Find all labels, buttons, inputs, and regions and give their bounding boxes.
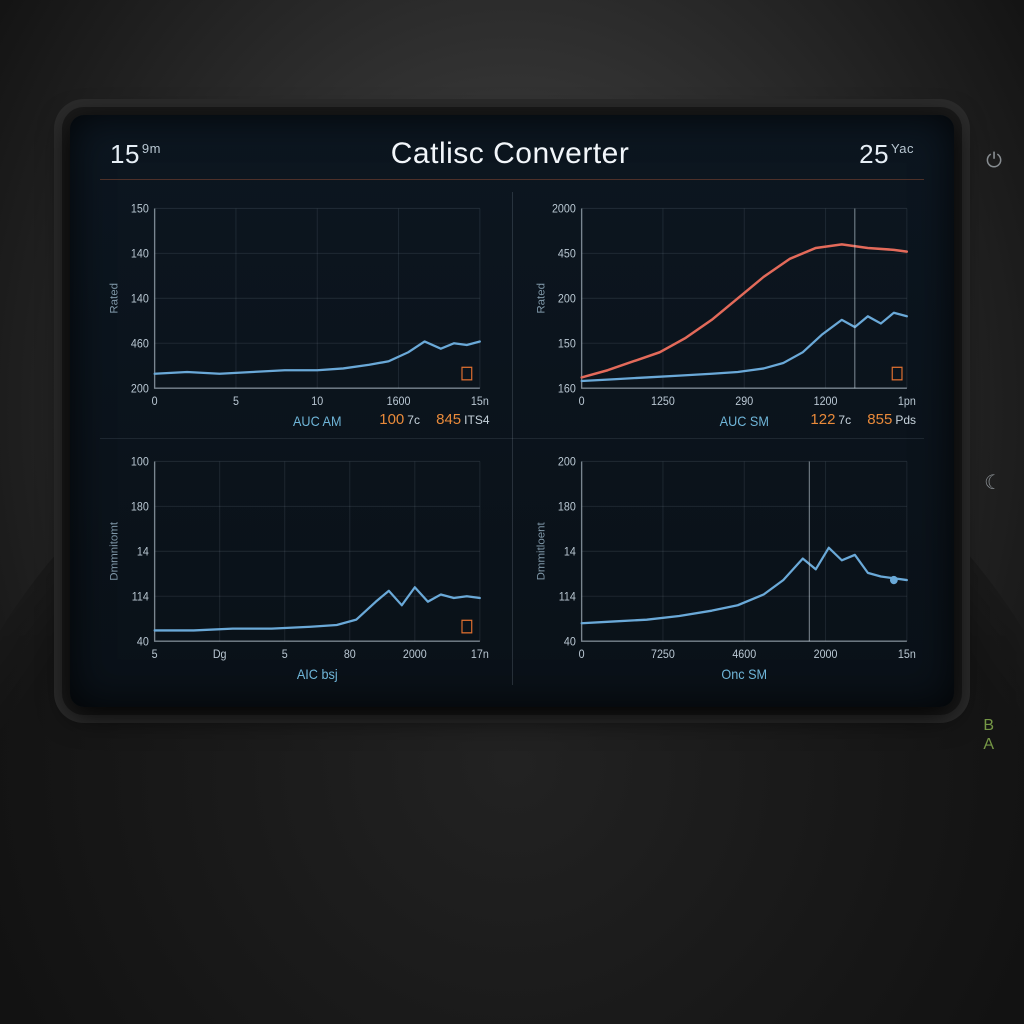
- svg-text:180: 180: [557, 501, 575, 513]
- svg-text:10: 10: [311, 396, 323, 408]
- svg-text:15n: 15n: [897, 649, 915, 661]
- svg-text:290: 290: [735, 396, 753, 408]
- svg-text:Rated: Rated: [109, 283, 121, 314]
- svg-text:14: 14: [563, 546, 575, 558]
- svg-text:200: 200: [557, 293, 575, 305]
- header-left-reading: 159m: [110, 139, 161, 170]
- svg-text:1250: 1250: [651, 396, 675, 408]
- chart-readout: 1007c 845ITS4: [379, 411, 489, 428]
- chart-top-left: 150 140 140 460 2000 5 10 1600 15n Rated AUC AM 100…: [100, 192, 498, 432]
- svg-text:2000: 2000: [403, 649, 427, 661]
- svg-text:114: 114: [132, 591, 149, 603]
- svg-text:114: 114: [558, 591, 575, 603]
- svg-text:180: 180: [131, 501, 149, 513]
- svg-text:460: 460: [131, 338, 149, 350]
- side-mode-label: B A: [983, 716, 994, 754]
- svg-text:5: 5: [282, 649, 288, 661]
- svg-text:AUC SM: AUC SM: [719, 413, 768, 429]
- svg-text:5: 5: [152, 649, 158, 661]
- header-left-unit: 9m: [142, 141, 161, 156]
- svg-text:1200: 1200: [813, 396, 837, 408]
- svg-text:1600: 1600: [387, 396, 411, 408]
- chart-readout: 1227c 855Pds: [810, 411, 916, 428]
- chart-top-right: 2000 450 200 150 1600 1250 290 1200 1pn Rated AUC …: [527, 192, 925, 432]
- svg-text:4600: 4600: [732, 649, 756, 661]
- side-label-b: B: [983, 717, 994, 734]
- svg-text:150: 150: [131, 203, 149, 215]
- header-left-value: 15: [110, 139, 140, 169]
- svg-text:100: 100: [131, 456, 149, 468]
- svg-text:Dmmitloent: Dmmitloent: [535, 522, 547, 580]
- svg-text:450: 450: [557, 248, 575, 260]
- dashboard-screen: 159m Catlisc Converter 25Yac 15014014046…: [70, 115, 954, 707]
- horizontal-divider: [100, 438, 924, 439]
- svg-text:Dmmnitomt: Dmmnitomt: [109, 522, 121, 581]
- svg-text:15n: 15n: [471, 396, 489, 408]
- power-icon[interactable]: ⏻: [986, 150, 1002, 173]
- svg-text:Rated: Rated: [535, 283, 547, 314]
- svg-text:AUC AM: AUC AM: [293, 413, 342, 429]
- svg-text:2000: 2000: [813, 649, 837, 661]
- chart-grid: 1501401404602000510160015nRatedAUC AM100…: [100, 180, 924, 685]
- svg-text:0: 0: [152, 396, 158, 408]
- svg-text:140: 140: [131, 248, 149, 260]
- header-bar: 159m Catlisc Converter 25Yac: [100, 133, 924, 180]
- chart-bottom-left: 10018014114405Dg580200017nDmmnitomtAIC b…: [100, 445, 498, 685]
- svg-text:Dg: Dg: [213, 649, 227, 661]
- chart-bottom-right: 200 180 14 114 400 7250 4600 2000 15n Dmmitloent O…: [527, 445, 925, 685]
- svg-text:2000: 2000: [551, 203, 575, 215]
- moon-icon[interactable]: ☾: [984, 470, 1002, 495]
- header-right-value: 25: [859, 139, 889, 169]
- header-right-unit: Yac: [891, 141, 914, 156]
- svg-text:1pn: 1pn: [897, 396, 915, 408]
- svg-text:40: 40: [137, 636, 149, 648]
- svg-text:150: 150: [557, 338, 575, 350]
- svg-text:0: 0: [578, 649, 584, 661]
- svg-text:80: 80: [344, 649, 356, 661]
- svg-text:140: 140: [131, 293, 149, 305]
- svg-text:AIC bsj: AIC bsj: [297, 666, 338, 682]
- svg-text:200: 200: [131, 383, 149, 395]
- svg-text:40: 40: [563, 636, 575, 648]
- svg-text:5: 5: [233, 396, 239, 408]
- svg-text:7250: 7250: [651, 649, 675, 661]
- svg-text:14: 14: [137, 546, 149, 558]
- svg-text:200: 200: [557, 456, 575, 468]
- svg-text:17n: 17n: [471, 649, 489, 661]
- side-label-a: A: [983, 736, 994, 753]
- svg-text:0: 0: [578, 396, 584, 408]
- page-title: Catlisc Converter: [391, 137, 630, 171]
- header-right-reading: 25Yac: [859, 139, 914, 170]
- svg-text:160: 160: [557, 383, 575, 395]
- svg-text:Onc SM: Onc SM: [721, 666, 767, 682]
